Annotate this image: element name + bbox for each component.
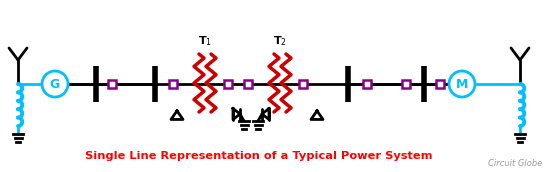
Bar: [436, 80, 444, 88]
Text: T$_1$: T$_1$: [198, 34, 212, 48]
Bar: [244, 80, 252, 88]
Text: T$_2$: T$_2$: [273, 34, 287, 48]
Text: G: G: [50, 78, 60, 90]
Bar: [402, 80, 410, 88]
Circle shape: [449, 71, 475, 97]
Bar: [299, 80, 307, 88]
Bar: [108, 80, 116, 88]
Text: Single Line Representation of a Typical Power System: Single Line Representation of a Typical …: [85, 151, 432, 161]
Text: Circuit Globe: Circuit Globe: [488, 159, 542, 168]
Text: M: M: [456, 78, 468, 90]
Circle shape: [42, 71, 68, 97]
Bar: [363, 80, 371, 88]
Bar: [169, 80, 177, 88]
Bar: [224, 80, 232, 88]
